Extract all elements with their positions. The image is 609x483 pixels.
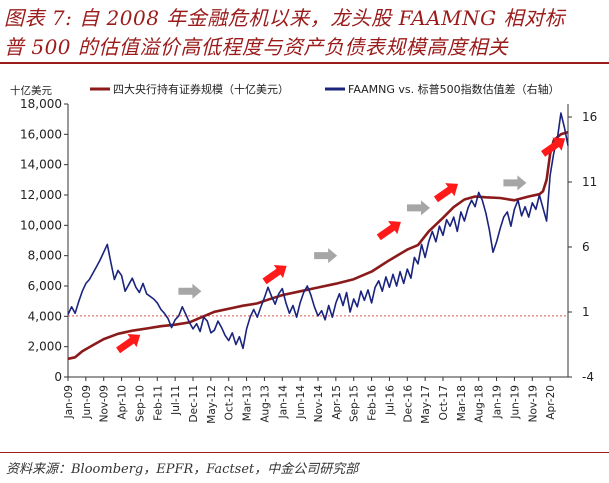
line-chart: 十亿美元 四大央行持有证券规模（十亿美元） FAAMNG vs. 标普500指数… bbox=[10, 82, 597, 424]
figure-title-line-2: 普 500 的估值溢价高低程度与资产负债表规模高度相关 bbox=[4, 35, 509, 59]
flat-arrow-marker bbox=[407, 200, 430, 216]
rising-arrow-marker bbox=[116, 334, 141, 354]
x-tick-label: Dec-11 bbox=[188, 385, 200, 422]
balance-sheet-line bbox=[67, 130, 569, 361]
legend: 四大央行持有证券规模（十亿美元） FAAMNG vs. 标普500指数估值差（右… bbox=[90, 82, 560, 96]
flat-arrow-marker bbox=[503, 175, 527, 191]
legend-label-balance-sheet: 四大央行持有证券规模（十亿美元） bbox=[113, 82, 289, 96]
left-tick-label: 8,000 bbox=[28, 249, 62, 263]
valuation-gap-line bbox=[67, 112, 569, 350]
x-tick-label: Jan-19 bbox=[492, 385, 504, 419]
x-tick-label: Oct-12 bbox=[224, 385, 236, 420]
x-tick-label: Sep-10 bbox=[134, 385, 146, 422]
x-tick-label: Nov-19 bbox=[527, 385, 539, 422]
x-tick-label: Jan-09 bbox=[63, 385, 75, 419]
x-tick-label: Oct-17 bbox=[438, 385, 450, 420]
x-tick-label: Jun-19 bbox=[509, 385, 521, 420]
left-axis-unit-label: 十亿美元 bbox=[10, 84, 52, 97]
x-tick-label: Aug-13 bbox=[259, 385, 271, 423]
x-tick-label: Nov-09 bbox=[99, 385, 111, 422]
title-divider bbox=[0, 62, 609, 64]
right-tick-label: 6 bbox=[582, 240, 590, 254]
flat-arrow-marker bbox=[314, 248, 338, 264]
x-tick-label: Apr-10 bbox=[117, 385, 129, 420]
x-tick-label: Apr-15 bbox=[331, 385, 343, 420]
x-tick-label: Aug-18 bbox=[474, 385, 486, 423]
x-tick-label: May-17 bbox=[420, 385, 432, 424]
right-tick-label: 16 bbox=[582, 110, 597, 124]
left-tick-label: 12,000 bbox=[20, 188, 62, 202]
x-tick-label: Dec-16 bbox=[402, 385, 414, 423]
x-tick-label: Jan-14 bbox=[277, 385, 289, 420]
right-tick-label: 11 bbox=[582, 175, 597, 189]
rising-arrow-marker bbox=[376, 221, 401, 241]
x-tick-label: May-12 bbox=[206, 385, 218, 424]
x-tick-label: Mar-13 bbox=[242, 385, 254, 421]
right-tick-label: 1 bbox=[582, 305, 590, 319]
left-tick-label: 14,000 bbox=[20, 158, 62, 172]
source-note: 资料来源：Bloomberg，EPFR，Factset，中金公司研究部 bbox=[6, 462, 359, 477]
flat-arrow-marker bbox=[178, 283, 202, 299]
left-tick-label: 6,000 bbox=[28, 279, 62, 293]
legend-label-valuation-gap: FAAMNG vs. 标普500指数估值差（右轴） bbox=[348, 82, 560, 96]
x-tick-label: Jul-16 bbox=[384, 385, 396, 416]
right-tick-label: -4 bbox=[582, 370, 594, 384]
left-tick-label: 4,000 bbox=[28, 309, 62, 323]
footer-divider bbox=[0, 452, 609, 453]
x-tick-label: Jul-11 bbox=[170, 385, 182, 416]
left-tick-label: 0 bbox=[54, 370, 62, 384]
x-tick-label: Mar-18 bbox=[456, 385, 468, 421]
left-tick-label: 16,000 bbox=[20, 127, 62, 141]
x-tick-label: Feb-11 bbox=[152, 385, 164, 421]
rising-arrow-marker bbox=[541, 137, 566, 157]
x-tick-label: Jun-14 bbox=[295, 385, 307, 420]
figure-title-line-1: 图表 7: 自 2008 年金融危机以来，龙头股 FAAMNG 相对标 bbox=[4, 6, 565, 30]
left-tick-label: 2,000 bbox=[28, 340, 62, 354]
left-tick-label: 10,000 bbox=[20, 218, 62, 232]
x-tick-label: Jun-09 bbox=[81, 385, 93, 420]
x-tick-label: Apr-20 bbox=[545, 385, 557, 420]
x-tick-label: Feb-16 bbox=[367, 385, 379, 421]
left-tick-label: 18,000 bbox=[20, 97, 62, 111]
rising-arrow-marker bbox=[433, 183, 459, 203]
rising-arrow-marker bbox=[262, 265, 287, 285]
x-tick-label: Sep-15 bbox=[349, 385, 361, 422]
x-tick-label: Nov-14 bbox=[313, 385, 325, 423]
